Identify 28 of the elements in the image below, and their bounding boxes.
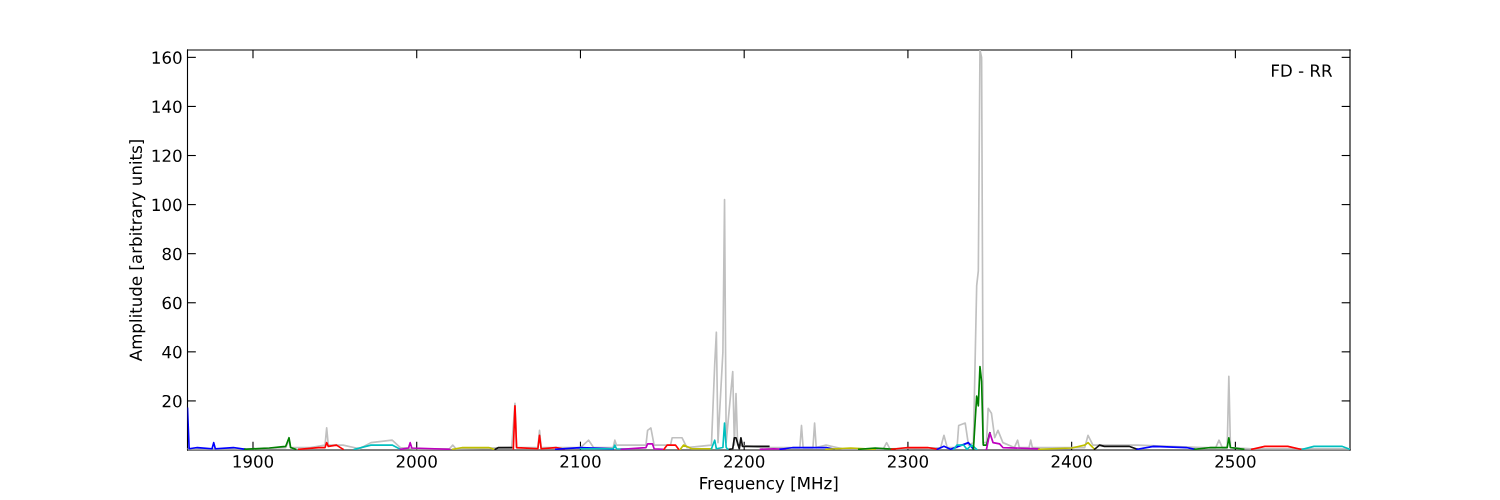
line-series (298, 441, 344, 450)
line-series (936, 441, 975, 450)
line-series (187, 50, 1350, 450)
y-tick-label: 120 (152, 149, 182, 163)
y-tick-label: 140 (152, 100, 182, 114)
y-tick-label: 160 (152, 51, 182, 64)
y-axis-title: Amplitude [arbitrary units] (129, 140, 146, 362)
x-tick-label: 1900 (233, 455, 274, 468)
annotation: FD - RR (1272, 64, 1333, 77)
line-series (972, 365, 991, 450)
x-tick-label: 2400 (1051, 455, 1092, 468)
y-tick-label: 40 (162, 345, 182, 359)
line-series (243, 436, 297, 450)
x-tick-label: 2100 (560, 455, 601, 468)
x-axis-title: Frequency [MHz] (700, 476, 838, 493)
y-tick-label: 20 (162, 394, 182, 408)
y-tick-label: 60 (162, 296, 182, 310)
line-series (728, 436, 770, 450)
line-series (1038, 441, 1096, 450)
line-series (512, 404, 565, 450)
x-tick-label: 2000 (396, 455, 437, 468)
line-series (985, 431, 1040, 450)
x-tick-label: 2500 (1215, 455, 1256, 468)
x-tick-label: 2300 (887, 455, 929, 468)
x-tick-label: 2200 (724, 455, 765, 468)
y-tick-label: 80 (162, 247, 182, 261)
y-tick-label: 100 (152, 198, 182, 212)
line-series (710, 422, 729, 450)
